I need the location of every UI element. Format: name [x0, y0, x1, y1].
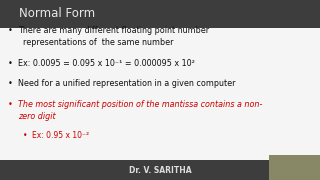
Text: Normal Form: Normal Form: [19, 7, 95, 21]
Text: •: •: [8, 26, 13, 35]
Text: •: •: [8, 100, 13, 109]
Text: Ex: 0.95 x 10⁻²: Ex: 0.95 x 10⁻²: [32, 131, 89, 140]
Text: •: •: [8, 59, 13, 68]
Text: •: •: [8, 79, 13, 88]
Text: Need for a unified representation in a given computer: Need for a unified representation in a g…: [18, 79, 235, 88]
Text: The most significant position of the mantissa contains a non-
zero digit: The most significant position of the man…: [18, 100, 262, 121]
FancyBboxPatch shape: [0, 0, 320, 28]
FancyBboxPatch shape: [0, 28, 320, 160]
Text: There are many different floating point number
  representations of  the same nu: There are many different floating point …: [18, 26, 209, 47]
Bar: [269, 155, 320, 180]
Text: Ex: 0.0095 = 0.095 x 10⁻¹ = 0.000095 x 10²: Ex: 0.0095 = 0.095 x 10⁻¹ = 0.000095 x 1…: [18, 59, 195, 68]
FancyBboxPatch shape: [0, 160, 320, 180]
Text: Dr. V. SARITHA: Dr. V. SARITHA: [129, 166, 191, 175]
Text: •: •: [22, 131, 27, 140]
